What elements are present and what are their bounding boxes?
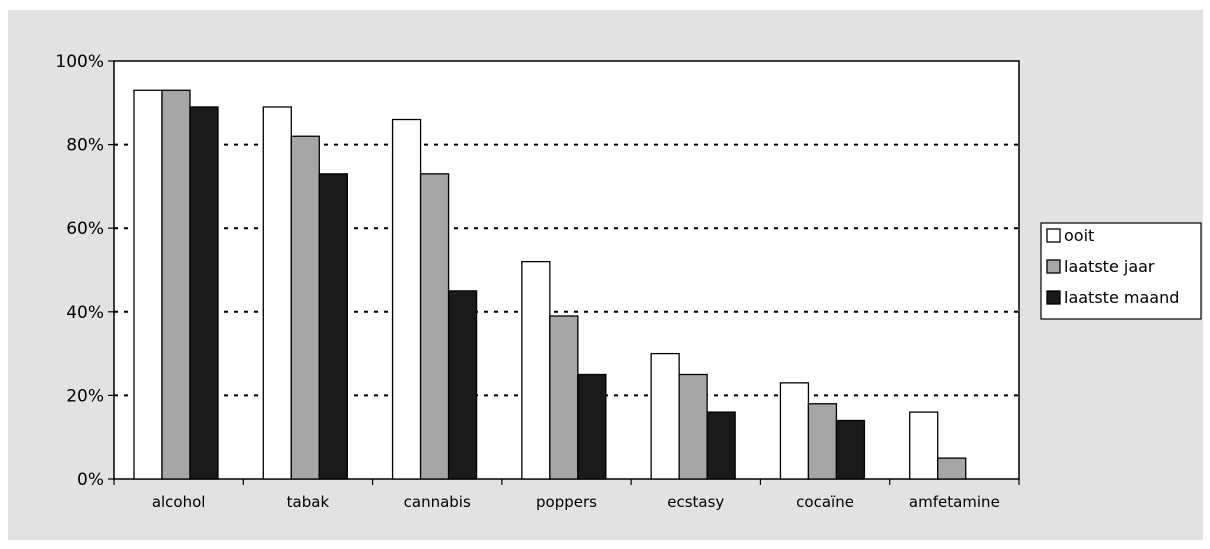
x-tick-label: cocaïne — [796, 493, 854, 511]
bar-ecstasy-laatste-maand — [706, 411, 736, 480]
legend-label: ooit — [1064, 226, 1094, 245]
y-tick-label: 0% — [77, 470, 104, 490]
bar-amfetamine-laatste-jaar — [937, 457, 967, 480]
x-tick-label: ecstasy — [667, 493, 724, 511]
bar-ecstasy-laatste-jaar — [678, 373, 708, 480]
bar-poppers-laatste-maand — [577, 373, 607, 480]
legend-label: laatste maand — [1064, 288, 1179, 307]
bar-alcohol-ooit — [133, 89, 163, 480]
chart-figure: 0% 20% 40% 60% 80% 100% alcohol tabak cannabis po… — [8, 10, 1203, 540]
bars — [133, 89, 967, 480]
bar-cannabis-laatste-maand — [447, 290, 478, 480]
bar-amfetamine-ooit — [909, 411, 939, 480]
bar-cannabis-ooit — [391, 118, 422, 480]
bar-alcohol-laatste-jaar — [161, 89, 191, 480]
bar-cannabis-laatste-jaar — [419, 173, 450, 480]
bar-cocaïne-ooit — [779, 382, 810, 480]
bar-tabak-laatste-jaar — [290, 135, 320, 480]
bar-tabak-ooit — [262, 106, 292, 480]
y-tick-label: 20% — [66, 386, 104, 406]
legend-label: laatste jaar — [1064, 257, 1155, 276]
bar-chart: 0% 20% 40% 60% 80% 100% alcohol tabak cannabis po… — [55, 52, 1202, 511]
legend-swatch — [1046, 290, 1061, 305]
bar-tabak-laatste-maand — [318, 173, 348, 480]
bar-cocaïne-laatste-maand — [835, 419, 866, 480]
x-tick-label: tabak — [287, 493, 330, 511]
x-tick-label: cannabis — [404, 493, 471, 511]
bar-cocaïne-laatste-jaar — [807, 403, 838, 480]
y-tick-label: 80% — [66, 136, 104, 156]
y-tick-label: 60% — [66, 219, 104, 239]
legend-box — [1040, 222, 1202, 320]
legend-swatch — [1046, 228, 1061, 243]
bar-alcohol-laatste-maand — [189, 106, 219, 480]
y-tick-label: 100% — [55, 52, 104, 72]
axes: 0% 20% 40% 60% 80% 100% alcohol tabak cannabis po… — [55, 52, 1020, 511]
x-tick-label: alcohol — [152, 493, 206, 511]
legend: ooit laatste jaar laatste maand — [1040, 222, 1202, 320]
bar-ecstasy-ooit — [650, 352, 680, 480]
legend-swatch — [1046, 259, 1061, 274]
y-tick-label: 40% — [66, 303, 104, 323]
bar-poppers-laatste-jaar — [549, 315, 579, 480]
x-tick-label: amfetamine — [909, 493, 1000, 511]
bar-poppers-ooit — [521, 260, 551, 480]
x-tick-label: poppers — [536, 493, 597, 511]
